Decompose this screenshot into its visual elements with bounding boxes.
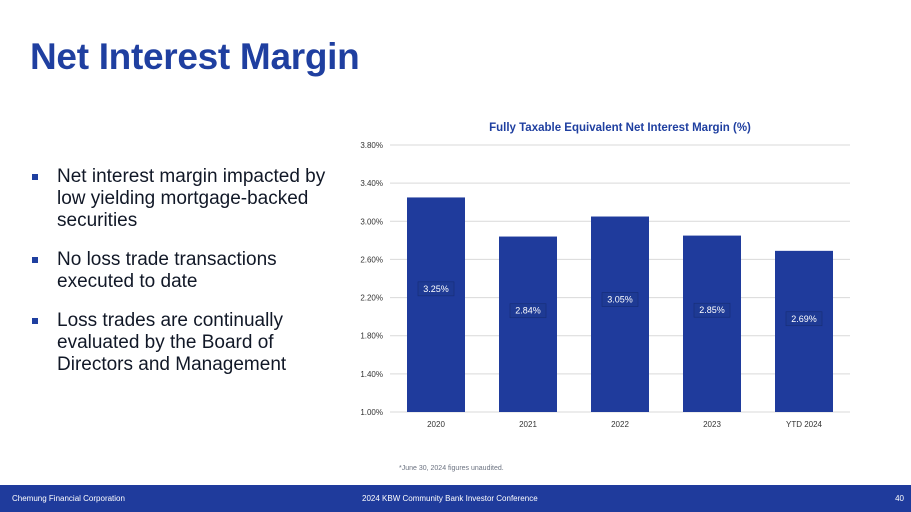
bar	[683, 235, 741, 412]
footnote: *June 30, 2024 figures unaudited.	[399, 465, 504, 472]
x-tick-label: 2023	[703, 420, 721, 429]
x-tick-label: 2021	[519, 420, 537, 429]
footer-event: 2024 KBW Community Bank Investor Confere…	[362, 494, 538, 503]
data-label: 3.05%	[607, 295, 633, 305]
bullet-list: Net interest margin impacted by low yiel…	[30, 166, 340, 393]
data-label-box	[417, 281, 455, 297]
bullet-item: Loss trades are continually evaluated by…	[30, 310, 340, 376]
data-label-box	[601, 292, 639, 307]
bullet-square-icon	[32, 318, 38, 324]
bullet-text: Loss trades are continually evaluated by…	[57, 310, 287, 375]
x-tick-label: YTD 2024	[786, 420, 823, 429]
nim-chart: Fully Taxable Equivalent Net Interest Ma…	[340, 110, 860, 440]
data-label-box	[693, 302, 731, 318]
y-tick-label: 2.20%	[360, 294, 383, 303]
chart-svg: Fully Taxable Equivalent Net Interest Ma…	[360, 122, 850, 429]
y-tick-label: 1.40%	[360, 370, 383, 379]
y-tick-label: 1.00%	[360, 408, 383, 417]
chart-title: Fully Taxable Equivalent Net Interest Ma…	[489, 122, 751, 134]
data-label: 3.25%	[423, 284, 449, 294]
page-title: Net Interest Margin	[30, 36, 360, 77]
y-tick-label: 1.80%	[360, 332, 383, 341]
bullet-square-icon	[32, 174, 38, 180]
footer-company: Chemung Financial Corporation	[12, 494, 125, 503]
y-tick-label: 3.40%	[360, 179, 383, 188]
bar	[591, 216, 649, 412]
data-label: 2.84%	[515, 306, 541, 316]
footer-bar: Chemung Financial Corporation 2024 KBW C…	[0, 485, 911, 512]
data-label: 2.69%	[791, 314, 817, 324]
bullet-item: No loss trade transactions executed to d…	[30, 249, 340, 293]
data-label: 2.85%	[699, 305, 725, 315]
bar	[499, 236, 557, 412]
bullet-square-icon	[32, 257, 38, 263]
bullet-text: Net interest margin impacted by low yiel…	[57, 166, 326, 231]
page-number: 40	[895, 494, 904, 503]
data-label-box	[785, 311, 823, 327]
y-tick-label: 3.80%	[360, 141, 383, 150]
y-tick-label: 2.60%	[360, 255, 383, 264]
bar	[407, 197, 465, 412]
x-tick-label: 2022	[611, 420, 629, 429]
bar	[775, 250, 833, 412]
x-tick-label: 2020	[427, 420, 445, 429]
bullet-text: No loss trade transactions executed to d…	[57, 249, 277, 292]
y-tick-label: 3.00%	[360, 217, 383, 226]
bullet-item: Net interest margin impacted by low yiel…	[30, 166, 340, 232]
data-label-box	[509, 303, 547, 319]
